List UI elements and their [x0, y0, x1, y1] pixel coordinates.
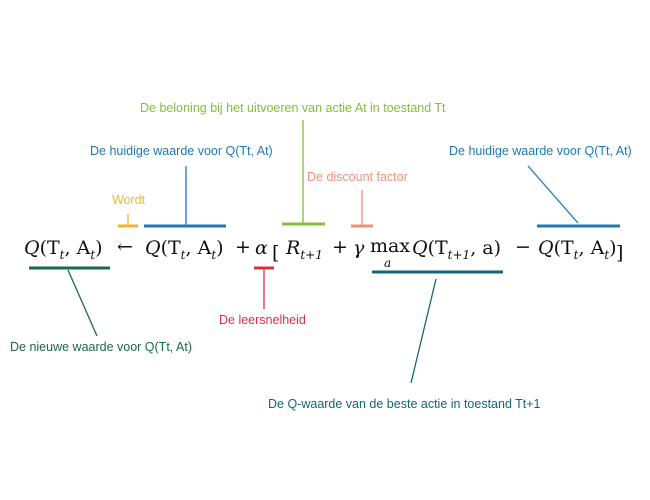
plus-sign: + [235, 236, 251, 258]
term-q-best: Q(Tt+1, a) [412, 237, 501, 262]
assign-arrow: ← [117, 236, 133, 258]
gamma-symbol: γ [353, 237, 365, 259]
alpha-symbol: α [255, 237, 268, 259]
term-current-value: Q(Tt, At) [145, 237, 224, 262]
minus-sign: − [515, 236, 531, 258]
label-new-value: De nieuwe waarde voor Q(Tt, At) [10, 340, 192, 354]
term-new-value: Q(Tt, At) [24, 237, 103, 262]
left-bracket: [ [272, 242, 279, 264]
term-reward: Rt+1 [285, 237, 323, 262]
label-wordt: Wordt [112, 193, 146, 207]
label-reward: De beloning bij het uitvoeren van actie … [140, 101, 446, 115]
q-learning-equation: Q(Tt, At) ← Q(Tt, At) + α [ Rt+1 + γ max… [24, 235, 623, 270]
new-value-leader [67, 269, 98, 337]
term-current-value-2: Q(Tt, At) [538, 237, 617, 262]
label-q-best: De Q-waarde van de beste actie in toesta… [268, 397, 541, 411]
max-operator: max [370, 235, 410, 257]
label-current-left: De huidige waarde voor Q(Tt, At) [90, 144, 273, 158]
current-right-leader [527, 165, 579, 224]
label-learning-rate: De leersnelheid [219, 313, 306, 327]
right-bracket: ] [616, 242, 623, 264]
label-current-right: De huidige waarde voor Q(Tt, At) [449, 144, 632, 158]
plus-sign-2: + [332, 236, 348, 258]
label-discount: De discount factor [307, 170, 408, 184]
q-best-leader [410, 278, 437, 384]
max-subscript: a [384, 256, 391, 270]
